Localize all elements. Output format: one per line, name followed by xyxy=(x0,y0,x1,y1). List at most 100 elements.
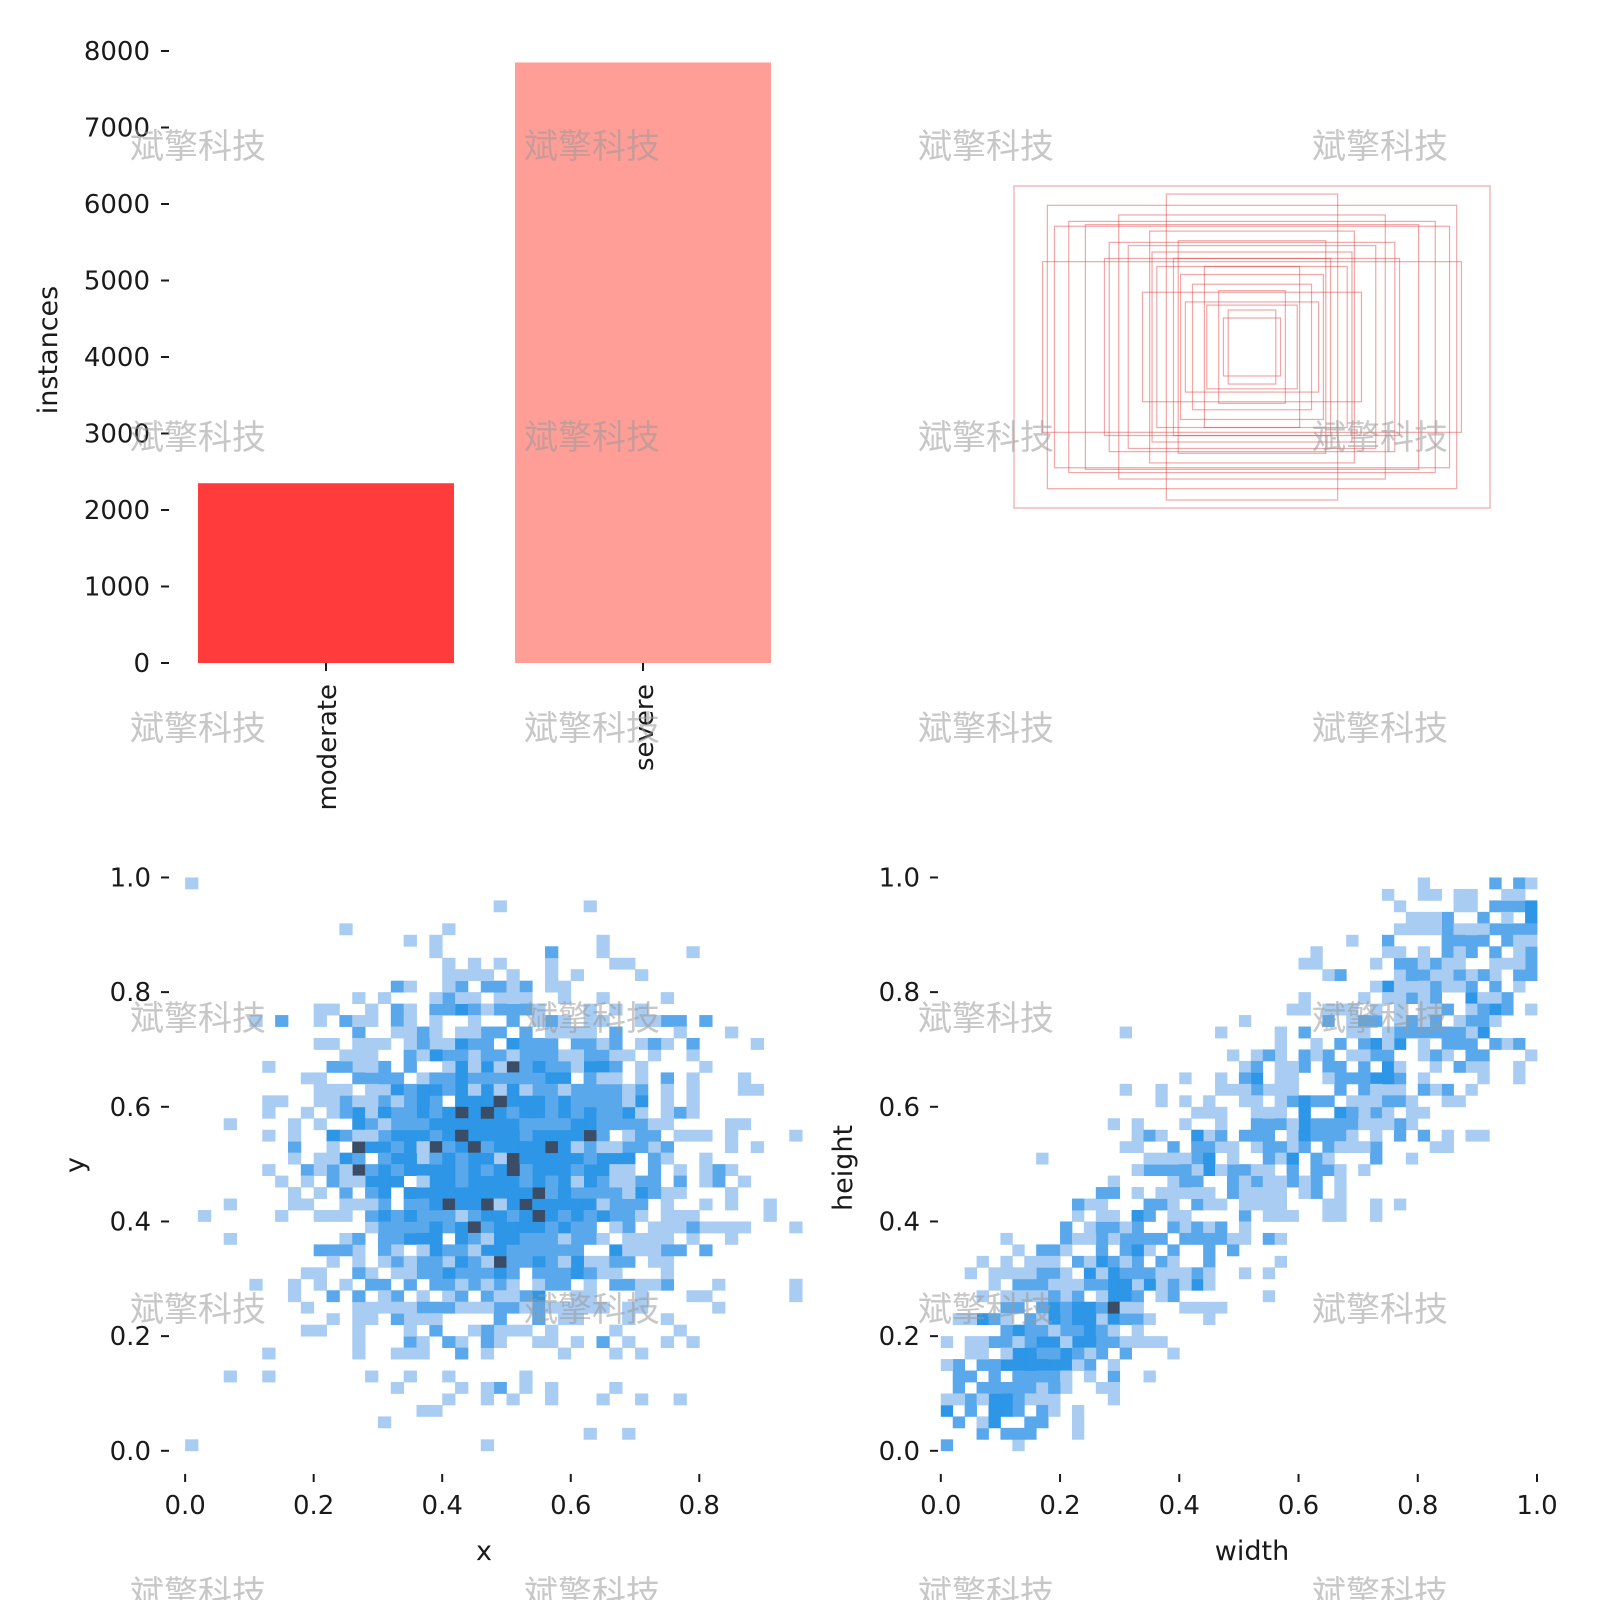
histogram-cell xyxy=(326,1210,340,1222)
histogram-cell xyxy=(583,1301,597,1314)
histogram-cell xyxy=(596,1267,610,1280)
histogram-cell xyxy=(1262,1210,1276,1222)
histogram-cell xyxy=(1429,969,1443,982)
histogram-cell xyxy=(390,1164,405,1176)
histogram-cell xyxy=(1060,1313,1073,1326)
histogram-cell xyxy=(519,1244,533,1257)
histogram-cell xyxy=(1071,1324,1085,1337)
histogram-cell xyxy=(1131,1255,1144,1268)
histogram-cell xyxy=(557,1267,572,1280)
histogram-cell xyxy=(467,1301,482,1314)
histogram-cell xyxy=(1203,1301,1216,1314)
xy-xlabel: x xyxy=(476,1536,492,1567)
histogram-cell xyxy=(506,1267,520,1280)
histogram-cell xyxy=(1393,1015,1407,1027)
histogram-cell xyxy=(686,1072,700,1085)
histogram-cell xyxy=(1250,1106,1264,1119)
histogram-cell xyxy=(1358,1118,1371,1131)
histogram-cell xyxy=(1071,1416,1085,1429)
histogram-cell xyxy=(532,1106,546,1119)
histogram-cell xyxy=(532,1164,546,1176)
histogram-cell xyxy=(1250,1095,1264,1108)
histogram-cell xyxy=(1286,1060,1299,1073)
histogram-cell xyxy=(1453,946,1466,959)
histogram-cell xyxy=(647,1175,662,1188)
histogram-cell xyxy=(1274,1175,1287,1188)
histogram-cell xyxy=(686,1038,700,1050)
histogram-cell xyxy=(1036,1370,1049,1383)
histogram-cell xyxy=(1465,992,1478,1004)
histogram-cell xyxy=(403,1141,417,1154)
histogram-cell xyxy=(1370,1118,1383,1131)
histogram-cell xyxy=(1012,1404,1025,1417)
histogram-cell xyxy=(1393,1003,1407,1016)
histogram-cell xyxy=(1203,1232,1216,1245)
histogram-cell xyxy=(1334,1187,1347,1199)
histogram-cell xyxy=(493,1129,507,1142)
histogram-cell xyxy=(622,1187,636,1199)
histogram-cell xyxy=(1107,1267,1121,1280)
histogram-cell xyxy=(1203,1152,1216,1165)
histogram-cell xyxy=(455,1026,469,1039)
histogram-cell xyxy=(1501,992,1514,1004)
histogram-cell xyxy=(1429,1003,1443,1016)
histogram-cell xyxy=(647,1187,662,1199)
watermark-text: 斌擎科技 xyxy=(130,709,266,749)
histogram-cell xyxy=(545,969,559,982)
histogram-cell xyxy=(635,1083,649,1096)
histogram-cell xyxy=(1238,1221,1252,1234)
histogram-cell xyxy=(1036,1416,1049,1429)
histogram-cell xyxy=(686,1221,700,1234)
histogram-cell xyxy=(545,1278,559,1291)
histogram-cell xyxy=(403,1232,417,1245)
histogram-cell xyxy=(1215,1301,1228,1314)
histogram-cell xyxy=(352,1324,366,1337)
histogram-cell xyxy=(390,1267,405,1280)
histogram-cell xyxy=(1095,1187,1109,1199)
histogram-cell xyxy=(455,1152,469,1165)
histogram-cell xyxy=(673,1221,687,1234)
histogram-cell xyxy=(506,980,520,993)
histogram-cell xyxy=(365,1060,379,1073)
histogram-cell xyxy=(339,1049,353,1062)
histogram-cell xyxy=(699,1175,713,1188)
histogram-cell xyxy=(545,1060,559,1073)
histogram-cell xyxy=(1525,911,1538,924)
histogram-cell xyxy=(1477,1060,1490,1073)
histogram-cell xyxy=(570,1313,585,1326)
bounding-box xyxy=(1141,291,1363,403)
histogram-cell xyxy=(545,1026,559,1039)
histogram-cell xyxy=(583,1255,597,1268)
histogram-cell xyxy=(1000,1232,1013,1245)
histogram-cell xyxy=(1083,1278,1097,1291)
histogram-cell xyxy=(988,1416,1001,1429)
x-tick-label: 0.6 xyxy=(550,1491,591,1521)
histogram-cell xyxy=(455,1382,469,1394)
histogram-cell xyxy=(1226,1175,1240,1188)
histogram-cell xyxy=(1048,1336,1061,1348)
histogram-cell xyxy=(1238,1129,1252,1142)
histogram-cell xyxy=(1525,946,1538,959)
histogram-cell xyxy=(1310,1049,1323,1062)
histogram-cell xyxy=(1179,1301,1192,1314)
watermark-text: 斌擎科技 xyxy=(130,418,266,458)
histogram-cell xyxy=(1071,1255,1085,1268)
histogram-cell xyxy=(660,1187,674,1199)
histogram-cell xyxy=(1298,1003,1311,1016)
y-tick-label: 5000 xyxy=(84,267,150,297)
histogram-cell xyxy=(185,1439,199,1452)
histogram-cell xyxy=(988,1370,1001,1383)
histogram-cell xyxy=(352,1118,366,1131)
histogram-cell xyxy=(1191,1187,1204,1199)
histogram-cell xyxy=(557,1141,572,1154)
histogram-cell xyxy=(699,1244,713,1257)
histogram-cell xyxy=(1119,1313,1132,1326)
histogram-cell xyxy=(609,1324,623,1337)
histogram-cell xyxy=(1489,877,1502,890)
histogram-cell xyxy=(506,1072,520,1085)
histogram-cell xyxy=(223,1370,237,1383)
histogram-cell xyxy=(365,1221,379,1234)
histogram-cell xyxy=(377,1141,392,1154)
histogram-cell xyxy=(1465,888,1478,901)
histogram-cell xyxy=(339,1232,353,1245)
